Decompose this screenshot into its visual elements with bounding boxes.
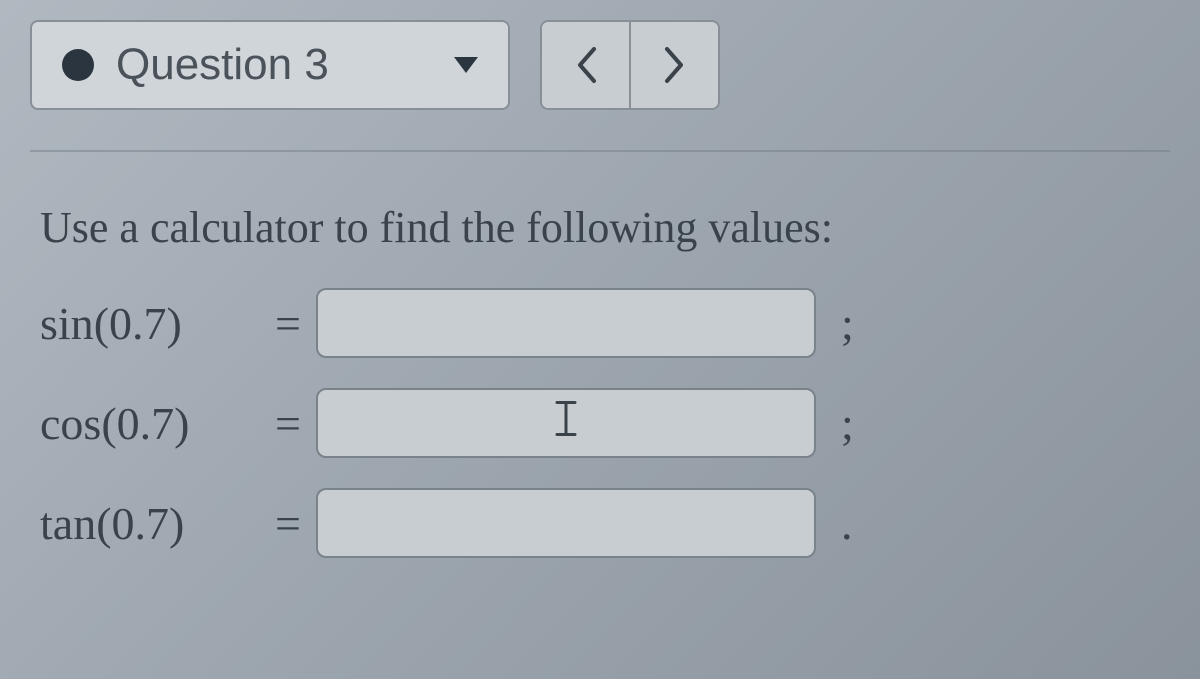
tan-answer-input[interactable]	[316, 488, 816, 558]
nav-buttons	[540, 20, 720, 110]
cos-answer-input[interactable]	[316, 388, 816, 458]
chevron-right-icon	[663, 45, 687, 85]
equation-row-sin: sin(0.7) = ;	[40, 288, 1160, 358]
question-content: Use a calculator to find the following v…	[30, 202, 1170, 558]
equation-label: cos(0.7)	[40, 397, 240, 450]
equals-sign: =	[275, 497, 301, 550]
status-dot-icon	[62, 49, 94, 81]
prev-button[interactable]	[540, 20, 630, 110]
equation-label: sin(0.7)	[40, 297, 240, 350]
next-button[interactable]	[630, 20, 720, 110]
question-header: Question 3	[30, 20, 1170, 110]
chevron-left-icon	[574, 45, 598, 85]
equation-label: tan(0.7)	[40, 497, 240, 550]
question-label: Question 3	[116, 40, 414, 90]
equals-sign: =	[275, 397, 301, 450]
terminator: ;	[841, 297, 854, 350]
terminator: ;	[841, 397, 854, 450]
chevron-down-icon	[454, 57, 478, 73]
equals-sign: =	[275, 297, 301, 350]
divider	[30, 150, 1170, 152]
instructions-text: Use a calculator to find the following v…	[40, 202, 1160, 253]
terminator: .	[841, 497, 853, 550]
question-dropdown[interactable]: Question 3	[30, 20, 510, 110]
equation-row-cos: cos(0.7) = ;	[40, 388, 1160, 458]
equation-row-tan: tan(0.7) = .	[40, 488, 1160, 558]
sin-answer-input[interactable]	[316, 288, 816, 358]
